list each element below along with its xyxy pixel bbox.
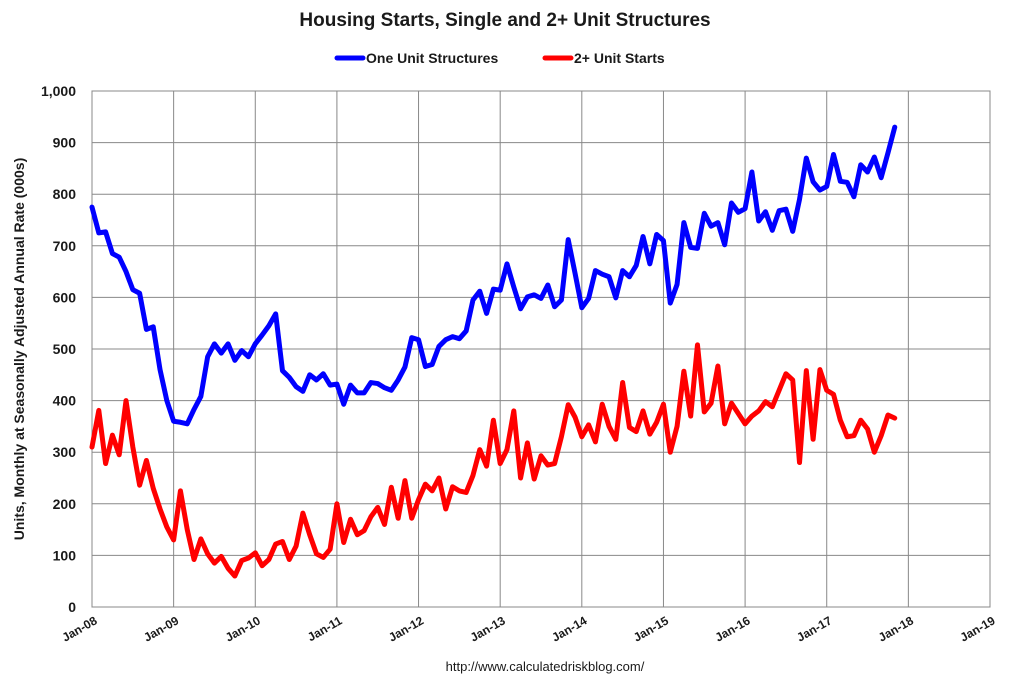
y-tick-label: 0	[68, 599, 76, 615]
x-tick-label: Jan-11	[305, 613, 345, 644]
series-group	[89, 124, 898, 579]
y-axis-ticks: 0 100 200 300 400 500 600 700 800 900 1,000	[41, 83, 76, 615]
x-tick-label: Jan-09	[141, 613, 181, 644]
series-line-two-plus-unit-starts	[89, 342, 898, 579]
y-tick-label: 700	[53, 238, 77, 254]
plot-area	[89, 90, 991, 608]
y-tick-label: 400	[53, 393, 77, 409]
y-axis-label: Units, Monthly at Seasonally Adjusted An…	[11, 158, 27, 540]
legend-label-two-plus: 2+ Unit Starts	[574, 50, 665, 66]
y-tick-label: 300	[53, 444, 77, 460]
series-line-one-unit-structures	[89, 124, 898, 427]
grid-lines	[91, 90, 991, 608]
x-tick-label: Jan-16	[713, 613, 753, 644]
y-tick-label: 900	[53, 135, 77, 151]
legend: One Unit Structures 2+ Unit Starts	[334, 50, 665, 66]
y-tick-label: 1,000	[41, 83, 76, 99]
x-tick-label: Jan-19	[958, 613, 998, 644]
y-tick-label: 100	[53, 547, 77, 563]
source-url: http://www.calculatedriskblog.com/	[446, 659, 645, 674]
x-axis-ticks: Jan-08 Jan-09 Jan-10 Jan-11 Jan-12 Jan-13 Jan-…	[60, 613, 998, 644]
x-tick-label: Jan-17	[794, 613, 834, 644]
x-tick-label: Jan-10	[223, 613, 263, 644]
x-tick-label: Jan-15	[631, 613, 671, 644]
x-tick-label: Jan-12	[386, 613, 426, 644]
chart-title: Housing Starts, Single and 2+ Unit Struc…	[299, 10, 710, 31]
x-tick-label: Jan-18	[876, 613, 916, 644]
legend-label-one-unit: One Unit Structures	[366, 50, 498, 66]
y-tick-label: 600	[53, 289, 77, 305]
x-tick-label: Jan-13	[468, 613, 508, 644]
y-tick-label: 500	[53, 341, 77, 357]
y-tick-label: 200	[53, 496, 77, 512]
y-tick-label: 800	[53, 186, 77, 202]
x-tick-label: Jan-14	[549, 613, 589, 644]
x-tick-label: Jan-08	[60, 613, 100, 644]
